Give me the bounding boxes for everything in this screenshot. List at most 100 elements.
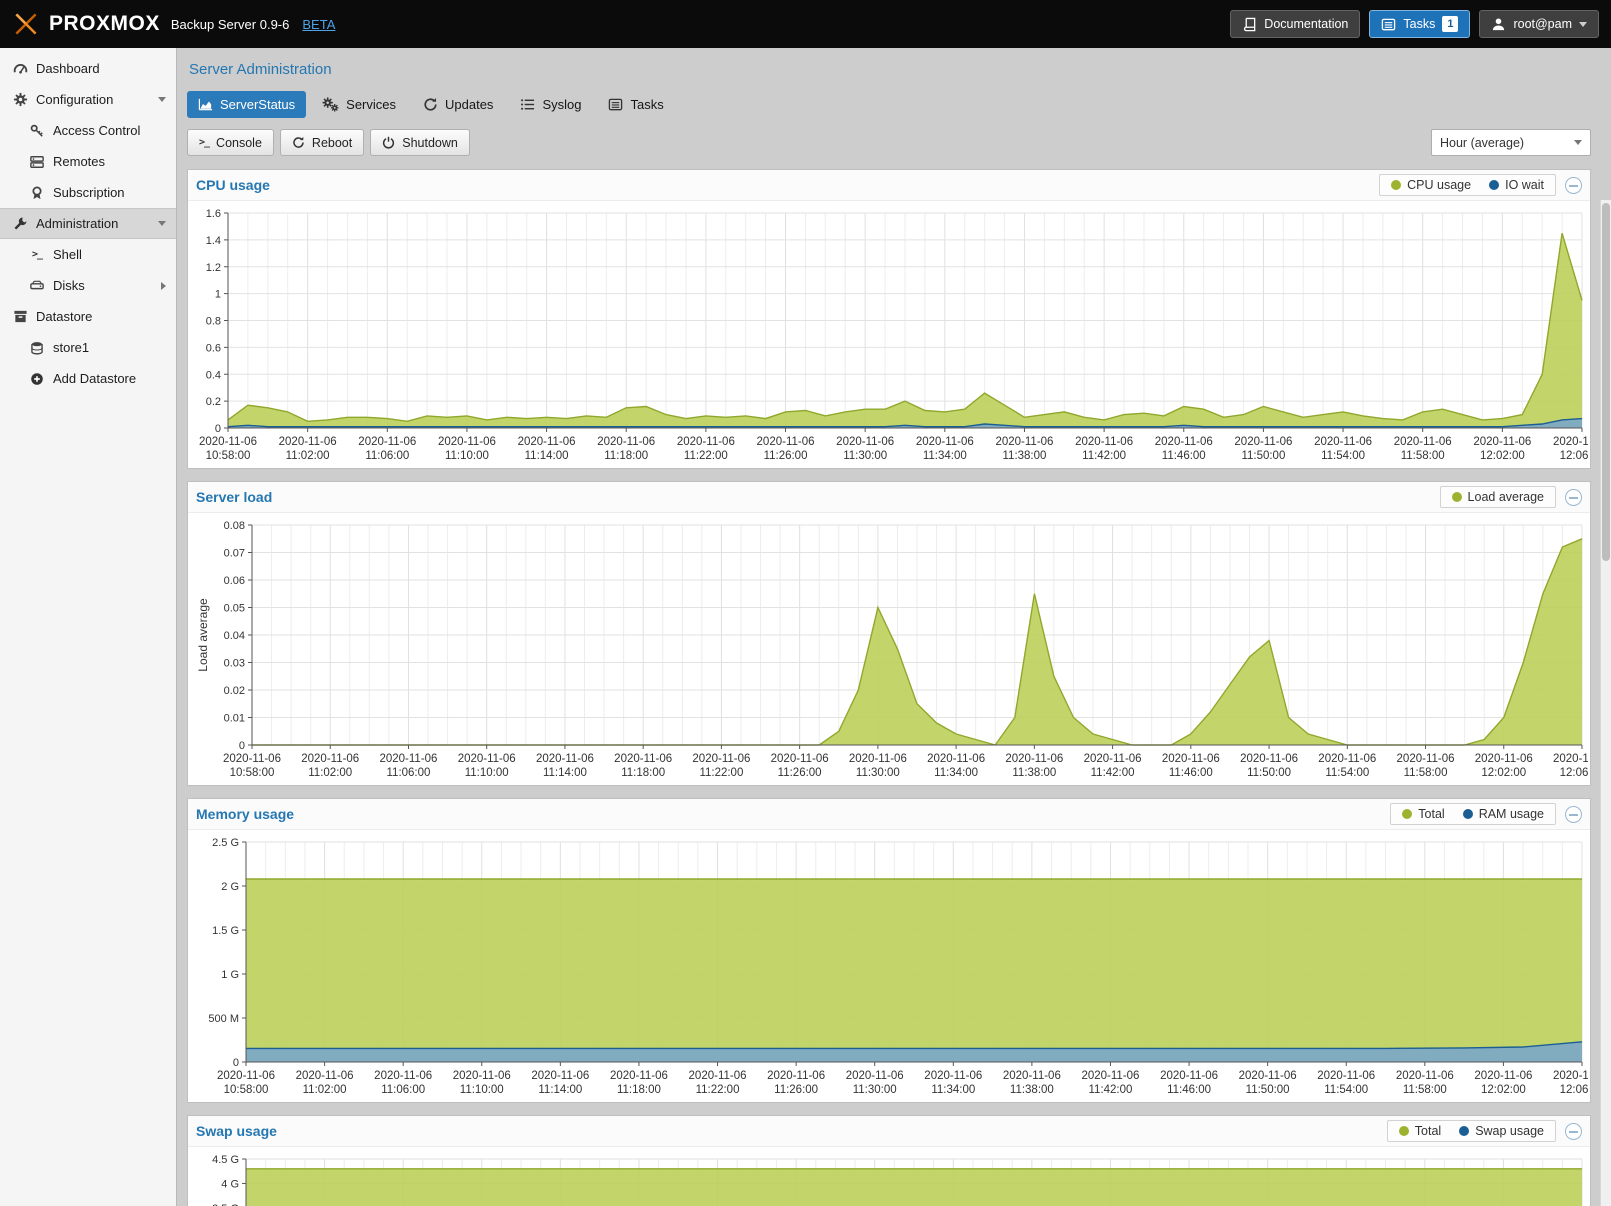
sidebar-item-label: Administration <box>36 216 118 231</box>
top-bar: PROXMOX Backup Server 0.9-6 BETA Documen… <box>0 0 1611 48</box>
svg-text:2020-11-06: 2020-11-06 <box>924 1070 982 1082</box>
svg-text:2020-11-06: 2020-11-06 <box>757 436 815 448</box>
sidebar-item-label: Configuration <box>36 92 113 107</box>
shutdown-button[interactable]: Shutdown <box>370 129 470 156</box>
page-title: Server Administration <box>189 61 1591 78</box>
sidebar-item-subscription[interactable]: Subscription <box>0 177 176 208</box>
chart-legend: Total Swap usage <box>1387 1120 1556 1142</box>
reboot-icon <box>292 136 305 149</box>
sidebar-item-remotes[interactable]: Remotes <box>0 146 176 177</box>
sidebar-item-label: Disks <box>53 278 85 293</box>
swap-usage-chart: 0500 M1 G1.5 G2 G2.5 G3 G3.5 G4 G4.5 G20… <box>188 1147 1590 1206</box>
svg-text:11:14:00: 11:14:00 <box>525 450 569 462</box>
sidebar-item-access-control[interactable]: Access Control <box>0 115 176 146</box>
legend-dot-icon <box>1391 180 1401 190</box>
svg-text:2020-11-06: 2020-11-06 <box>1162 753 1220 765</box>
legend-label: Total <box>1415 1124 1441 1138</box>
svg-text:11:18:00: 11:18:00 <box>621 767 665 779</box>
svg-text:11:26:00: 11:26:00 <box>778 767 822 779</box>
svg-text:11:58:00: 11:58:00 <box>1401 450 1445 462</box>
interval-select-value: Hour (average) <box>1440 136 1524 150</box>
key-icon <box>29 123 45 139</box>
svg-text:11:22:00: 11:22:00 <box>699 767 743 779</box>
tab-label: Services <box>346 97 396 112</box>
sidebar-item-datastore[interactable]: Datastore <box>0 301 176 332</box>
console-button[interactable]: >_ Console <box>187 129 274 156</box>
collapse-panel-icon[interactable] <box>1565 1123 1582 1140</box>
legend-label: Swap usage <box>1475 1124 1544 1138</box>
tab-tasks[interactable]: Tasks <box>597 91 674 118</box>
reboot-button[interactable]: Reboot <box>280 129 364 156</box>
sidebar-item-add-datastore[interactable]: Add Datastore <box>0 363 176 394</box>
console-label: Console <box>216 136 262 150</box>
svg-text:0.04: 0.04 <box>224 630 245 642</box>
tab-services[interactable]: Services <box>311 91 407 118</box>
tab-label: Syslog <box>542 97 581 112</box>
svg-text:11:54:00: 11:54:00 <box>1325 767 1369 779</box>
panel-memory-usage: Memory usage TotalRAM usage 0500 M1 G1.5… <box>187 798 1591 1103</box>
svg-text:11:26:00: 11:26:00 <box>774 1084 818 1096</box>
svg-text:2020-11-06: 2020-11-06 <box>1239 1070 1297 1082</box>
svg-text:2020-11-06: 2020-11-06 <box>1240 753 1298 765</box>
svg-text:11:50:00: 11:50:00 <box>1246 1084 1290 1096</box>
chevron-down-icon <box>158 221 166 226</box>
svg-text:2020-11-06: 2020-11-06 <box>1396 1070 1454 1082</box>
collapse-panel-icon[interactable] <box>1565 489 1582 506</box>
hdd-icon <box>29 278 45 294</box>
tasks-button[interactable]: Tasks 1 <box>1369 10 1470 38</box>
sidebar-item-administration[interactable]: Administration <box>0 208 176 239</box>
legend-item[interactable]: Total <box>1399 1124 1441 1138</box>
legend-item[interactable]: Total <box>1402 807 1444 821</box>
sidebar-item-store1[interactable]: store1 <box>0 332 176 363</box>
legend-item[interactable]: Load average <box>1452 490 1544 504</box>
svg-text:2 G: 2 G <box>221 881 239 893</box>
panel-header: Memory usage TotalRAM usage <box>188 799 1590 830</box>
collapse-panel-icon[interactable] <box>1565 177 1582 194</box>
sidebar-item-label: Add Datastore <box>53 371 136 386</box>
svg-text:2020-11-06: 2020-11-06 <box>1474 1070 1532 1082</box>
legend-item[interactable]: Swap usage <box>1459 1124 1544 1138</box>
svg-text:500 M: 500 M <box>208 1013 239 1025</box>
beta-link[interactable]: BETA <box>302 17 335 32</box>
svg-text:2020-11-06: 2020-11-06 <box>438 436 496 448</box>
legend-item[interactable]: CPU usage <box>1391 178 1471 192</box>
svg-text:2020-11-06: 2020-11-06 <box>916 436 974 448</box>
svg-text:2020-11-06: 2020-11-06 <box>927 753 985 765</box>
sidebar-item-configuration[interactable]: Configuration <box>0 84 176 115</box>
tasks-label: Tasks <box>1403 17 1435 31</box>
tab-syslog[interactable]: Syslog <box>509 91 592 118</box>
chevron-down-icon <box>1579 22 1587 27</box>
svg-text:2020-11-06: 2020-11-06 <box>199 436 257 448</box>
user-menu-button[interactable]: root@pam <box>1479 10 1599 38</box>
svg-text:2020-11-06: 2020-11-06 <box>296 1070 354 1082</box>
svg-text:0.6: 0.6 <box>206 342 221 354</box>
sidebar-item-disks[interactable]: Disks <box>0 270 176 301</box>
vertical-scrollbar[interactable] <box>1600 200 1611 1206</box>
wrench-icon <box>12 216 28 232</box>
svg-text:2020-11-06: 2020-11-06 <box>536 753 594 765</box>
legend-label: Total <box>1418 807 1444 821</box>
sidebar-item-shell[interactable]: >_ Shell <box>0 239 176 270</box>
svg-text:1 G: 1 G <box>221 969 239 981</box>
interval-select[interactable]: Hour (average) <box>1431 129 1591 156</box>
svg-text:11:54:00: 11:54:00 <box>1321 450 1365 462</box>
svg-text:0.03: 0.03 <box>224 658 245 670</box>
legend-item[interactable]: IO wait <box>1489 178 1544 192</box>
list-icon <box>520 97 535 112</box>
legend-dot-icon <box>1399 1126 1409 1136</box>
documentation-button[interactable]: Documentation <box>1230 10 1360 38</box>
panel-header: Swap usage Total Swap usage <box>188 1116 1590 1147</box>
svg-text:11:14:00: 11:14:00 <box>538 1084 582 1096</box>
collapse-panel-icon[interactable] <box>1565 806 1582 823</box>
scrollbar-thumb[interactable] <box>1602 203 1610 561</box>
tab-serverstatus[interactable]: ServerStatus <box>187 91 306 118</box>
sidebar-item-dashboard[interactable]: Dashboard <box>0 53 176 84</box>
terminal-icon: >_ <box>29 247 45 263</box>
svg-text:0: 0 <box>233 1057 239 1069</box>
svg-text:11:22:00: 11:22:00 <box>684 450 728 462</box>
sidebar-item-label: store1 <box>53 340 89 355</box>
brand: PROXMOX Backup Server 0.9-6 BETA <box>12 10 335 38</box>
svg-text:2020-11-06: 2020-11-06 <box>836 436 894 448</box>
tab-updates[interactable]: Updates <box>412 91 504 118</box>
legend-item[interactable]: RAM usage <box>1463 807 1544 821</box>
